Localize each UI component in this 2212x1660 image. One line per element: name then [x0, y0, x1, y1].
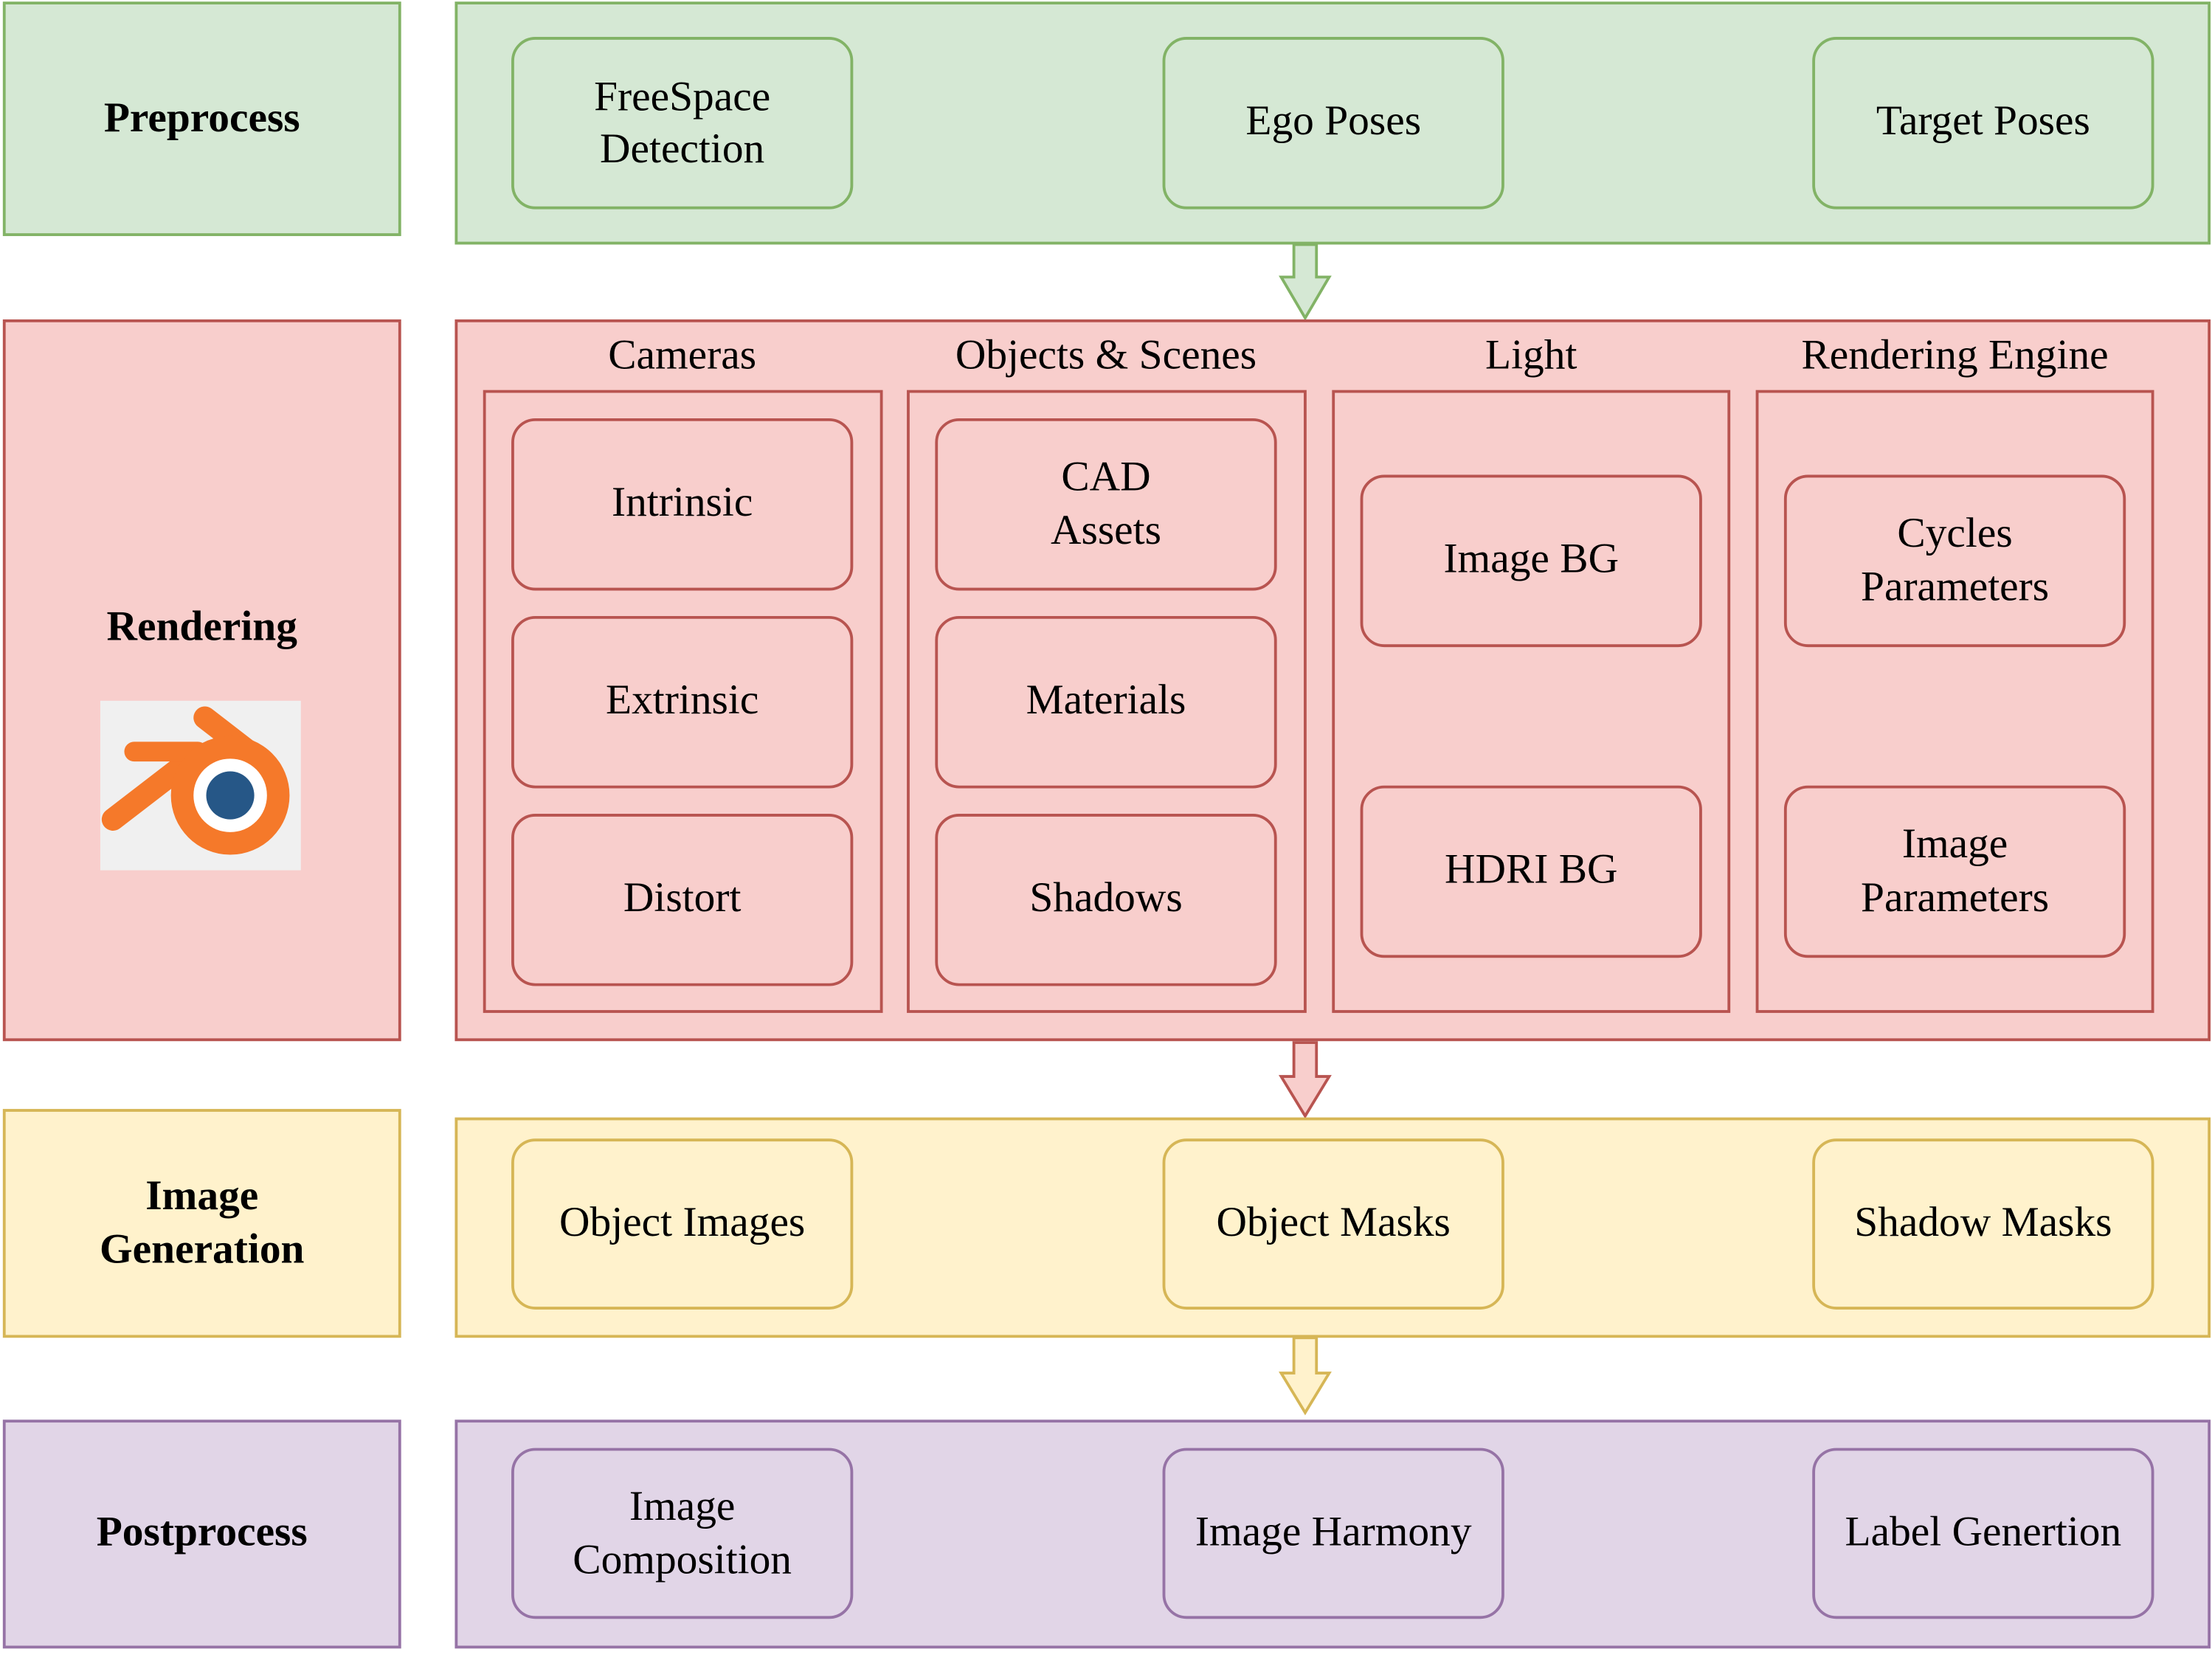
cad-line2: Assets — [1051, 507, 1161, 553]
composition-line1: Image — [629, 1483, 735, 1529]
blender-logo-icon — [100, 700, 301, 871]
extrinsic-label: Extrinsic — [606, 677, 758, 723]
preprocess-label-box — [2, 1, 401, 236]
cad-assets-box — [935, 418, 1277, 591]
ego-poses-label: Ego Poses — [1245, 97, 1421, 144]
image-params-line1: Image — [1902, 820, 2008, 867]
rendering-label: Rendering — [107, 603, 298, 649]
rendering-stage: Rendering Cameras Intrinsic Extrinsic Di… — [2, 319, 2211, 1042]
cad-line1: CAD — [1061, 453, 1150, 499]
image-generation-line2: Generation — [100, 1226, 305, 1273]
distort-label: Distort — [623, 874, 742, 921]
freespace-line2: Detection — [600, 125, 764, 172]
hdri-bg-box — [1360, 785, 1702, 958]
object-masks-box — [1162, 1138, 1504, 1310]
image-bg-label: Image BG — [1443, 535, 1619, 581]
shadow-masks-box — [1812, 1138, 2154, 1310]
freespace-line1: FreeSpace — [594, 73, 770, 120]
preprocess-label: Preprocess — [104, 94, 300, 141]
extrinsic-box — [511, 615, 854, 789]
materials-label: Materials — [1026, 677, 1186, 723]
image-generation-line1: Image — [145, 1172, 258, 1219]
arrow-down-icon — [1278, 1336, 1332, 1416]
ego-poses-box — [1162, 37, 1504, 210]
cycles-line1: Cycles — [1897, 510, 2012, 556]
image-bg-box — [1360, 474, 1702, 648]
target-poses-label: Target Poses — [1876, 97, 2090, 144]
freespace-detection-box — [511, 37, 854, 210]
arrow-down-icon — [1278, 1041, 1332, 1119]
image-generation-label-box — [2, 1109, 401, 1338]
rendering-engine-title: Rendering Engine — [1801, 332, 2108, 378]
image-parameters-box — [1783, 785, 2126, 958]
cycles-line2: Parameters — [1861, 564, 2049, 610]
label-generation-label: Label Genertion — [1845, 1508, 2122, 1554]
objects-scenes-title: Objects & Scenes — [955, 332, 1257, 378]
hdri-bg-label: HDRI BG — [1445, 846, 1617, 893]
object-images-box — [511, 1138, 854, 1310]
target-poses-box — [1812, 37, 2154, 210]
light-title: Light — [1485, 332, 1577, 378]
image-generation-stage: Image Generation Object Images Object Ma… — [2, 1109, 2211, 1338]
postprocess-label: Postprocess — [97, 1508, 308, 1554]
rendering-label-box — [2, 319, 401, 1042]
distort-box — [511, 813, 854, 986]
intrinsic-label: Intrinsic — [612, 479, 753, 525]
object-images-label: Object Images — [559, 1199, 805, 1245]
label-generation-box — [1812, 1448, 2154, 1619]
shadows-label: Shadows — [1029, 874, 1182, 921]
postprocess-stage: Postprocess Image Composition Image Harm… — [2, 1419, 2211, 1649]
cameras-title: Cameras — [608, 332, 756, 378]
image-composition-box — [511, 1448, 854, 1619]
image-harmony-box — [1162, 1448, 1504, 1619]
image-harmony-label: Image Harmony — [1195, 1508, 1472, 1554]
composition-line2: Composition — [573, 1537, 792, 1583]
arrow-down-icon — [1279, 243, 1332, 321]
postprocess-label-box — [2, 1419, 401, 1649]
object-masks-label: Object Masks — [1217, 1199, 1451, 1245]
shadows-box — [935, 813, 1277, 986]
materials-box — [935, 615, 1277, 789]
preprocess-stage: Preprocess FreeSpace Detection Ego Poses… — [2, 1, 2211, 245]
cycles-parameters-box — [1783, 474, 2126, 648]
shadow-masks-label: Shadow Masks — [1854, 1199, 2112, 1245]
image-params-line2: Parameters — [1861, 874, 2049, 921]
intrinsic-box — [511, 418, 854, 591]
